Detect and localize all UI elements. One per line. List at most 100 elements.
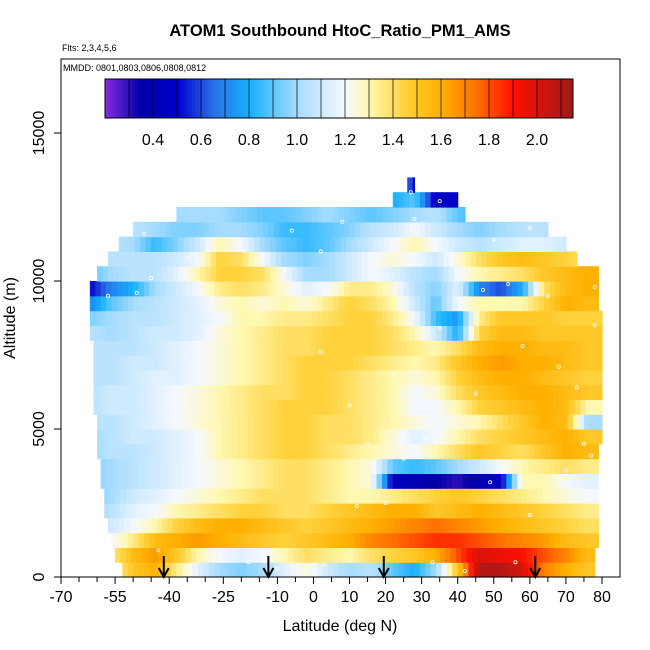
colorbar-swatch xyxy=(415,79,420,118)
heatmap-cell xyxy=(461,503,468,519)
heatmap-cell xyxy=(576,310,583,326)
heatmap-cell xyxy=(140,517,147,534)
heatmap-cell xyxy=(558,384,565,400)
heatmap-cell xyxy=(596,355,603,371)
heatmap-cell xyxy=(363,384,370,400)
heatmap-cell xyxy=(356,251,363,267)
heatmap-cell xyxy=(596,340,603,356)
colorbar-swatch xyxy=(115,79,119,118)
heatmap-cell xyxy=(317,473,324,489)
heatmap-cell xyxy=(268,207,275,223)
heatmap-cell xyxy=(322,458,329,474)
heatmap-cell xyxy=(317,458,324,474)
heatmap-cell xyxy=(349,295,356,312)
heatmap-cell xyxy=(385,369,392,386)
heatmap-cell xyxy=(178,414,185,430)
heatmap-cell xyxy=(169,340,176,356)
colorbar-swatch xyxy=(168,79,173,118)
heatmap-cell xyxy=(475,429,482,445)
heatmap-cell xyxy=(95,310,102,326)
heatmap-cell xyxy=(484,310,491,326)
heatmap-cell xyxy=(345,266,352,282)
heatmap-cell xyxy=(262,281,269,297)
heatmap-cell xyxy=(450,384,457,400)
heatmap-cell xyxy=(360,295,367,312)
heatmap-cell xyxy=(190,384,197,400)
heatmap-cell xyxy=(414,532,421,548)
colorbar-swatch xyxy=(242,79,246,118)
heatmap-cell xyxy=(353,340,360,356)
heatmap-cell xyxy=(463,458,470,474)
heatmap-cell xyxy=(378,266,385,282)
heatmap-cell xyxy=(127,473,134,489)
heatmap-cell xyxy=(219,458,226,474)
heatmap-cell xyxy=(93,355,100,371)
heatmap-cell xyxy=(376,325,383,341)
heatmap-cell xyxy=(327,325,334,341)
heatmap-cell xyxy=(363,340,370,356)
heatmap-cell xyxy=(537,355,544,371)
heatmap-cell xyxy=(409,532,416,548)
heatmap-cell xyxy=(473,281,480,297)
heatmap-cell xyxy=(97,429,104,445)
colorbar-swatch xyxy=(108,79,113,118)
heatmap-cell xyxy=(208,207,215,223)
heatmap-cell xyxy=(454,251,461,267)
heatmap-cell xyxy=(300,532,307,548)
heatmap-cell xyxy=(356,443,363,460)
heatmap-cell xyxy=(549,281,556,297)
heatmap-cell xyxy=(107,517,114,534)
heatmap-cell xyxy=(167,429,174,445)
heatmap-cell xyxy=(122,458,129,474)
heatmap-cell xyxy=(383,429,390,445)
heatmap-cell xyxy=(89,281,96,297)
heatmap-cell xyxy=(345,251,352,267)
heatmap-cell xyxy=(432,443,439,460)
heatmap-cell xyxy=(519,414,526,430)
heatmap-cell xyxy=(279,458,286,474)
heatmap-cell xyxy=(520,355,527,371)
heatmap-cell xyxy=(464,414,471,430)
heatmap-cell xyxy=(371,221,378,238)
heatmap-cell xyxy=(138,458,145,474)
heatmap-cell xyxy=(280,236,288,252)
heatmap-cell xyxy=(230,310,237,326)
heatmap-cell xyxy=(378,429,385,445)
heatmap-cell xyxy=(273,458,280,474)
heatmap-cell xyxy=(291,236,298,252)
heatmap-cell xyxy=(556,414,563,430)
heatmap-cell xyxy=(481,414,488,430)
heatmap-cell xyxy=(324,236,331,252)
heatmap-cell xyxy=(565,295,572,312)
heatmap-cell xyxy=(519,251,526,267)
heatmap-cell xyxy=(423,547,430,563)
heatmap-cell xyxy=(329,517,336,534)
heatmap-cell xyxy=(210,236,217,252)
heatmap-cell xyxy=(161,236,168,252)
heatmap-cell xyxy=(354,310,361,326)
heatmap-cell xyxy=(484,295,491,312)
heatmap-cell xyxy=(553,503,560,519)
heatmap-cell xyxy=(311,295,318,312)
heatmap-cell xyxy=(506,310,513,326)
sample-point xyxy=(141,231,146,236)
heatmap-cell xyxy=(354,532,361,548)
heatmap-cell xyxy=(400,517,407,534)
colorbar-swatch xyxy=(138,79,143,118)
heatmap-cell xyxy=(207,369,214,386)
heatmap-cell xyxy=(437,443,444,460)
heatmap-cell xyxy=(111,310,118,326)
heatmap-cell xyxy=(196,488,203,504)
heatmap-cell xyxy=(418,503,425,519)
heatmap-cell xyxy=(479,473,486,489)
colorbar-swatch xyxy=(449,79,454,118)
heatmap-cell xyxy=(172,266,179,282)
heatmap-cell xyxy=(421,236,428,252)
heatmap-cell xyxy=(510,340,517,356)
heatmap-cell xyxy=(273,281,280,297)
colorbar-swatch xyxy=(362,79,367,118)
heatmap-cell xyxy=(279,562,286,578)
heatmap-cell xyxy=(169,369,176,386)
heatmap-cell xyxy=(428,340,435,356)
heatmap-cell xyxy=(436,221,443,238)
